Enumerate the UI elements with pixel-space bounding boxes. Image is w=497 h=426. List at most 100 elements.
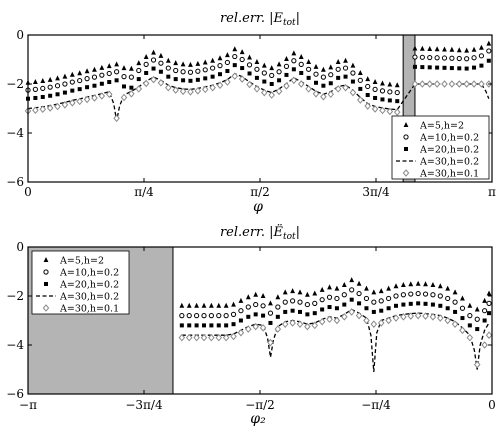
data-point	[481, 341, 488, 349]
legend-marker	[43, 257, 49, 262]
legend-label: A=10,h=0.2	[59, 268, 119, 279]
data-point	[260, 293, 266, 298]
data-point	[320, 66, 326, 72]
data-point	[401, 302, 406, 307]
data-point	[268, 300, 273, 306]
data-point	[62, 73, 68, 79]
data-point	[445, 295, 451, 302]
data-point	[253, 85, 261, 93]
data-point	[122, 84, 127, 89]
data-point	[269, 82, 274, 86]
y-tick-label: −4	[6, 126, 24, 140]
data-point	[54, 83, 61, 89]
legend-entry: A=20,h=0.2	[44, 280, 119, 291]
data-point	[186, 313, 192, 319]
legend-entry: A=10,h=0.2	[43, 268, 119, 279]
data-point	[106, 63, 112, 69]
data-point	[349, 287, 355, 293]
data-point	[341, 313, 348, 321]
data-point	[245, 304, 251, 310]
data-point	[334, 85, 342, 93]
x-tick-label: 0	[488, 398, 496, 412]
legend-label: A=30,h=0.2	[59, 292, 119, 303]
data-point	[379, 88, 386, 94]
data-point	[224, 78, 231, 86]
data-point	[223, 302, 229, 308]
legend-marker	[44, 282, 48, 286]
data-point	[350, 79, 355, 84]
data-point	[394, 89, 400, 96]
data-point	[290, 308, 295, 313]
legend-marker	[403, 134, 409, 140]
data-point	[430, 292, 436, 298]
data-point	[364, 102, 371, 110]
data-point	[400, 292, 406, 298]
data-point	[306, 58, 312, 64]
data-point	[77, 70, 83, 76]
data-point	[55, 92, 60, 97]
data-point	[201, 313, 207, 319]
data-point	[128, 90, 135, 98]
data-point	[187, 69, 194, 75]
series-1	[25, 40, 492, 88]
data-point	[313, 63, 319, 69]
legend-entry: A=5,h=2	[403, 121, 464, 132]
data-point	[434, 55, 440, 61]
data-point	[467, 313, 473, 319]
data-point	[422, 312, 429, 320]
data-point	[98, 92, 106, 100]
legend-entry: A=30,h=0.2	[36, 292, 119, 303]
data-point	[209, 323, 214, 328]
data-point	[485, 331, 493, 339]
data-point	[395, 99, 400, 104]
data-point	[253, 301, 259, 308]
data-point	[333, 316, 341, 325]
data-point	[135, 85, 143, 93]
data-point	[179, 87, 187, 96]
data-point	[312, 290, 318, 296]
data-point	[412, 64, 417, 69]
data-point	[422, 291, 429, 297]
legend-label: A=30,h=0.1	[419, 169, 479, 180]
data-point	[185, 333, 193, 342]
data-point	[348, 308, 355, 316]
data-point	[157, 79, 165, 87]
data-point	[467, 323, 472, 328]
data-point	[262, 79, 267, 84]
data-point	[299, 70, 304, 75]
data-point	[253, 312, 258, 317]
data-point	[393, 303, 398, 308]
data-point	[40, 78, 46, 84]
data-point	[419, 54, 425, 60]
data-point	[210, 57, 216, 63]
data-point	[296, 320, 304, 328]
data-point	[69, 71, 75, 77]
data-point	[411, 80, 419, 88]
data-point	[267, 338, 274, 347]
data-point	[373, 95, 378, 100]
data-point	[356, 290, 362, 297]
data-point	[203, 76, 208, 81]
data-point	[336, 75, 341, 80]
y-tick-label: −6	[6, 175, 24, 189]
data-point	[85, 85, 90, 90]
data-point	[297, 299, 303, 305]
legend-marker	[403, 122, 409, 127]
data-point	[188, 61, 193, 67]
data-point	[120, 93, 128, 102]
data-point	[187, 323, 192, 328]
data-point	[239, 49, 245, 55]
data-point	[321, 83, 326, 88]
data-point	[224, 323, 229, 328]
data-point	[208, 333, 215, 342]
x-tick-label: 3π/4	[362, 185, 390, 199]
data-point	[210, 74, 215, 79]
data-point	[92, 66, 97, 72]
series-3	[179, 297, 492, 332]
data-point	[486, 58, 491, 63]
data-point	[304, 301, 310, 308]
legend-label: A=5,h=2	[59, 256, 104, 267]
data-point	[320, 74, 326, 80]
data-point	[239, 56, 245, 63]
data-point	[246, 314, 251, 319]
